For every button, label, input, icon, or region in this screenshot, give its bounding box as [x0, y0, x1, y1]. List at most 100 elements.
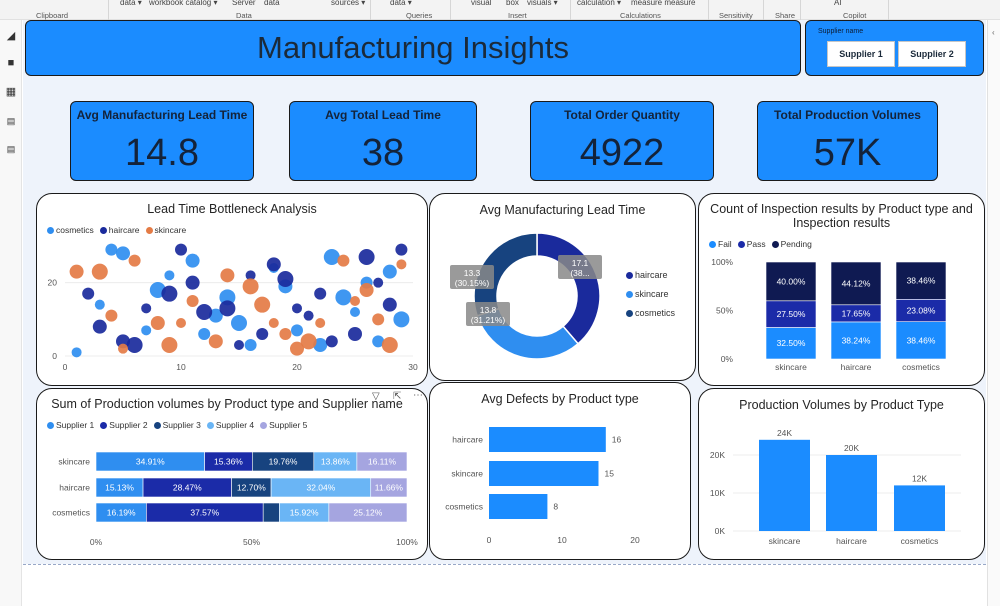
ribbon-button[interactable]: data [264, 0, 280, 7]
ribbon-group-label: Queries [406, 11, 433, 20]
scatter-point-haircare [314, 287, 327, 300]
slicer-button-supplier-1[interactable]: Supplier 1 [827, 41, 895, 67]
scatter-point-cosmetics [372, 335, 385, 348]
scatter-point-skincare [150, 316, 165, 330]
model-view-icon[interactable]: ▦ [5, 85, 17, 98]
scatter-point-haircare [348, 327, 362, 341]
scatter-point-skincare [315, 318, 326, 328]
data-label: 38.24% [842, 335, 871, 345]
ribbon-group-label: Insert [508, 11, 527, 20]
ribbon-button[interactable]: data ▾ [390, 0, 412, 7]
inspection-chart-card[interactable]: Count of Inspection results by Product t… [698, 193, 985, 386]
y-tick-label: 0 [52, 351, 57, 361]
volumes-column-card[interactable]: Production Volumes by Product Type 20K 10… [698, 388, 985, 560]
legend-item-pending: Pending [780, 239, 812, 249]
x-tick-label: haircare [841, 362, 872, 372]
scatter-point-skincare [254, 296, 271, 313]
data-label: 20K [844, 443, 859, 453]
ribbon-button[interactable]: visuals ▾ [527, 0, 558, 7]
ribbon-separator [450, 0, 451, 20]
y-tick-label: 20 [48, 278, 58, 288]
ribbon-button[interactable]: box [506, 0, 519, 7]
report-view-icon[interactable]: ◢ [6, 29, 16, 42]
x-tick-label: 100% [396, 537, 418, 547]
data-label: 32.50% [777, 338, 806, 348]
focus-mode-icon[interactable]: ⇱ [393, 391, 402, 402]
bar-segment-supplier-3 [262, 502, 280, 523]
chart-legend: Fail Pass Pending [709, 239, 812, 249]
donut-chart: 17.1(38... 13.3(30.15%) 13.8(31.21%) [450, 232, 602, 360]
ribbon-separator [370, 0, 371, 20]
slicer-button-supplier-2[interactable]: Supplier 2 [898, 41, 966, 67]
scatter-point-skincare [350, 296, 360, 306]
data-label: 13.86% [321, 457, 350, 467]
ribbon-button[interactable]: measure measure [631, 0, 696, 7]
kpi-card-total-order-quantity: Total Order Quantity 4922 [530, 101, 714, 181]
kpi-value: 38 [361, 132, 405, 174]
ribbon-button[interactable]: calculation ▾ [577, 0, 622, 7]
data-label: 15.13% [105, 483, 134, 493]
scatter-point-skincare [220, 268, 235, 283]
scatter-point-cosmetics [219, 289, 236, 306]
scatter-point-skincare [176, 318, 186, 328]
chevron-left-icon[interactable]: ‹ [992, 28, 995, 37]
defects-bar-chart: haircare 16 skincare 15 cosmetics 8 0 10 20 [445, 427, 640, 545]
data-label: 27.50% [777, 309, 806, 319]
ribbon-button[interactable]: workbook catalog ▾ [149, 0, 218, 7]
right-pane: ‹ [987, 20, 1000, 606]
tmdl-view-icon[interactable]: ▤ [6, 143, 16, 154]
y-tick-label: 0K [715, 526, 726, 536]
scatter-point-cosmetics [350, 307, 360, 317]
supplier-stacked-bar-card[interactable]: Sum of Production volumes by Product typ… [36, 388, 428, 560]
donut-chart-card[interactable]: Avg Manufacturing Lead Time 17.1 (38... 13… [429, 193, 696, 381]
filter-icon[interactable]: ▽ [372, 391, 380, 402]
defects-bar-card[interactable]: Avg Defects by Product type haircare 16 sk… [429, 382, 691, 560]
more-options-icon[interactable]: ⋯ [413, 390, 423, 401]
data-label: 23.08% [907, 306, 936, 316]
y-tick-label: cosmetics [52, 508, 90, 518]
ribbon-group-label: Clipboard [36, 11, 69, 20]
data-label: 17.65% [842, 308, 871, 318]
kpi-label: Avg Total Lead Time [325, 108, 441, 122]
data-label: 40.00% [777, 276, 806, 286]
ribbon-button[interactable]: Server [232, 0, 256, 7]
ribbon-separator [108, 0, 109, 20]
legend-item-skincare: skincare [635, 289, 669, 299]
y-tick-label: 100% [711, 257, 733, 267]
canvas-bottom-area [23, 564, 986, 606]
chart-legend: haircare skincare cosmetics [626, 270, 675, 318]
y-tick-label: skincare [451, 469, 483, 479]
legend-item-fail: Fail [718, 239, 732, 249]
scatter-point-haircare [196, 304, 213, 320]
scatter-point-haircare [256, 328, 269, 340]
x-tick-label: 30 [408, 362, 418, 372]
data-label: 11.66% [375, 483, 404, 493]
scatter-point-haircare [382, 297, 397, 312]
chart-title: Avg Defects by Product type [481, 392, 639, 406]
ribbon-button[interactable]: data ▾ [120, 0, 142, 7]
x-tick-label: 0 [487, 535, 492, 545]
report-title-box: Manufacturing Insights [25, 20, 801, 76]
y-tick-label: cosmetics [445, 502, 483, 512]
dax-query-icon[interactable]: ▤ [6, 115, 16, 126]
scatter-chart-card[interactable]: Lead Time Bottleneck Analysis cosmetics … [36, 193, 428, 386]
table-view-icon[interactable]: ■ [7, 57, 15, 69]
ribbon-group-label: Data [236, 11, 252, 20]
ribbon-separator [763, 0, 764, 20]
y-tick-label: 20K [710, 450, 725, 460]
chart-title: Count of Inspection results by Product t… [710, 202, 973, 230]
scatter-point-haircare [219, 300, 236, 317]
data-label: 38.46% [907, 335, 936, 345]
scatter-point-cosmetics [185, 253, 200, 268]
bar-segment-supplier-5 [356, 451, 408, 472]
ribbon-button[interactable]: AI [834, 0, 842, 7]
bar-haircare [826, 455, 877, 531]
ribbon-button[interactable]: sources ▾ [331, 0, 366, 7]
scatter-point-skincare [300, 333, 317, 350]
y-tick-label: 0% [721, 354, 734, 364]
scatter-point-haircare [141, 303, 152, 314]
ribbon-button[interactable]: visual [471, 0, 492, 7]
data-label: 12K [912, 473, 927, 483]
scatter-point-cosmetics [313, 338, 328, 352]
scatter-point-haircare [266, 257, 281, 272]
